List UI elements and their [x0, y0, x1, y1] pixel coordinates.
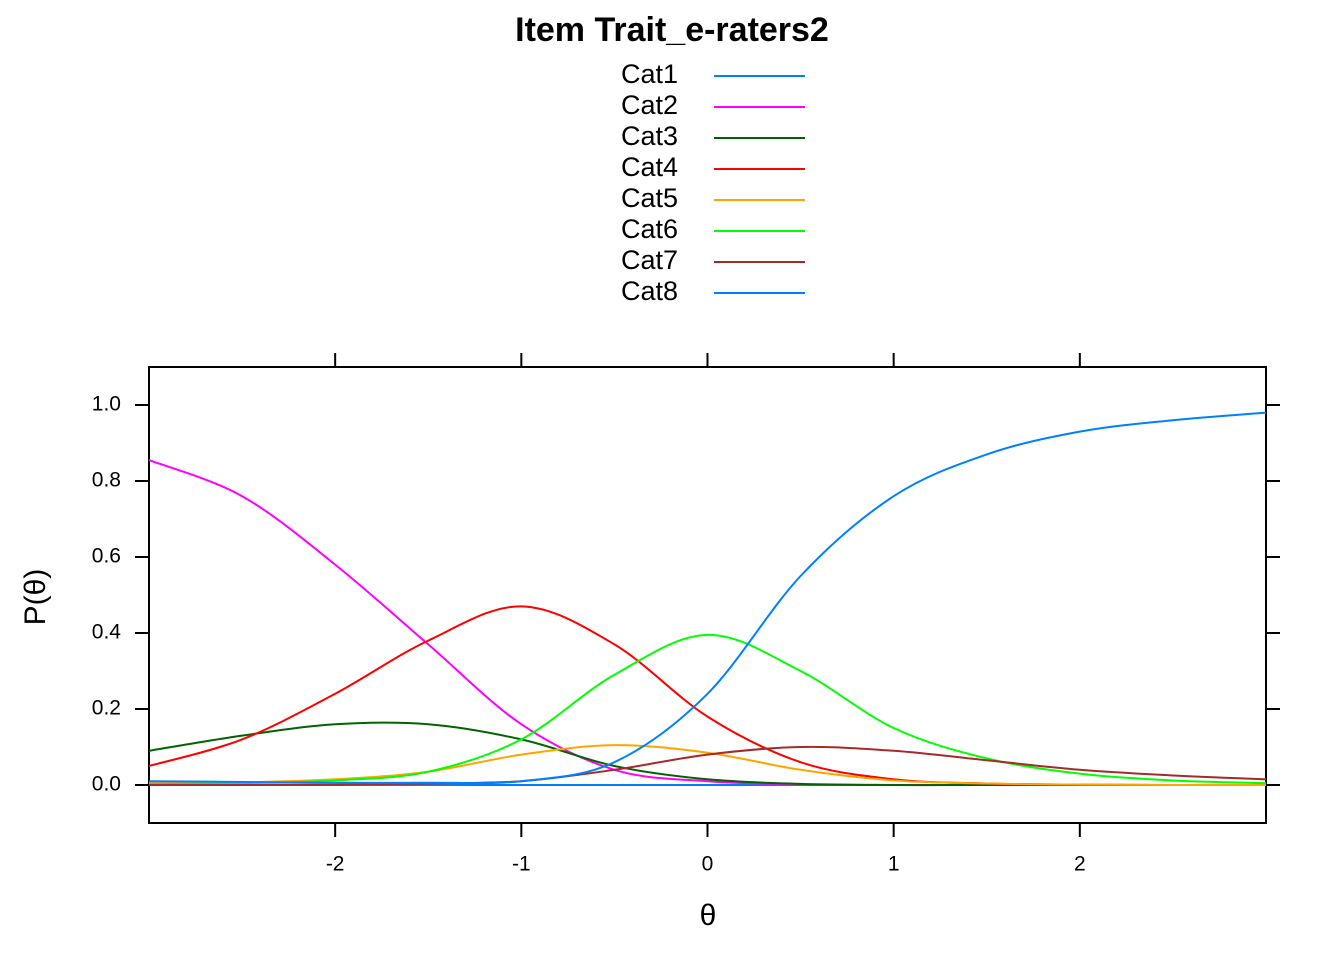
series-line [148, 411, 1267, 785]
legend-label: Cat8 [621, 276, 678, 306]
legend-label: Cat4 [621, 152, 678, 182]
series-line [148, 745, 1267, 787]
x-tick-label: -1 [512, 853, 531, 876]
legend-label: Cat1 [621, 59, 678, 89]
y-tick-label: 1.0 [92, 393, 121, 416]
chart-title: Item Trait_e-raters2 [515, 11, 829, 49]
x-tick-label: -2 [326, 853, 345, 876]
x-axis-label: θ [700, 899, 717, 932]
series-line [148, 459, 1266, 787]
x-tick-label: 2 [1074, 853, 1086, 876]
x-tick-label: 1 [888, 853, 900, 876]
y-tick-label: 0.6 [92, 545, 121, 568]
legend-label: Cat6 [621, 214, 678, 244]
legend-label: Cat7 [621, 245, 678, 275]
y-tick-label: 0.4 [92, 621, 122, 644]
series-line [148, 744, 1267, 787]
y-tick-label: 0.8 [92, 469, 121, 492]
y-axis-label: P(θ) [19, 569, 52, 626]
series-line [148, 605, 1267, 787]
legend-label: Cat3 [621, 121, 678, 151]
x-tick-label: 0 [702, 853, 714, 876]
y-tick-label: 0.2 [92, 697, 121, 720]
series-line [148, 633, 1267, 786]
y-tick-label: 0.0 [92, 773, 121, 796]
legend-label: Cat2 [621, 90, 678, 120]
legend-label: Cat5 [621, 183, 678, 213]
